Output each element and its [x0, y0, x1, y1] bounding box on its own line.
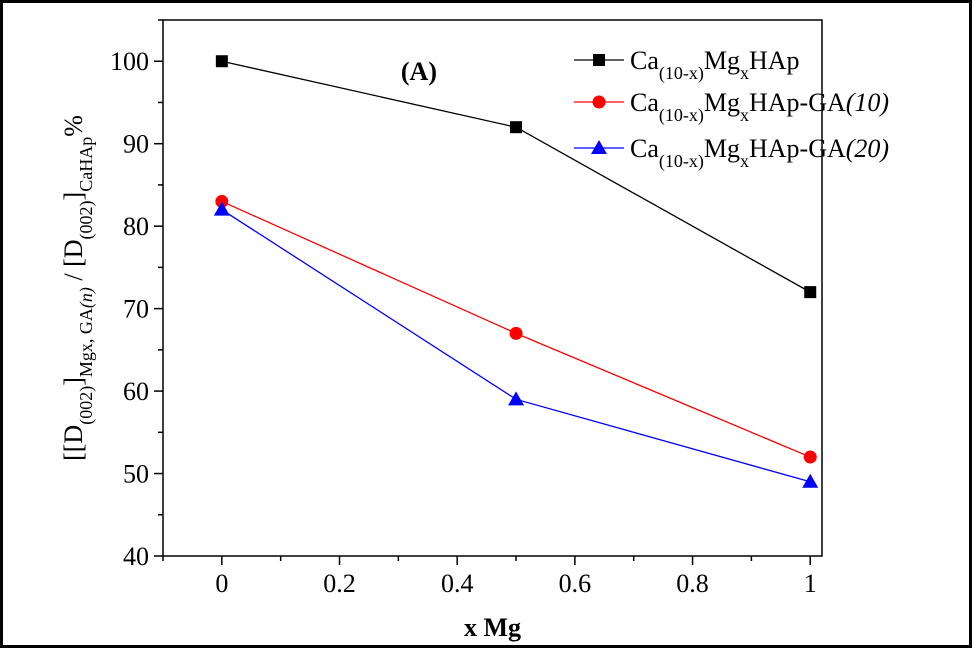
data-point — [215, 194, 229, 208]
legend-label: Ca(10-x)MgxHAp — [630, 46, 800, 84]
data-point — [215, 55, 228, 68]
x-tick-label: 1 — [804, 569, 817, 598]
series-group — [213, 55, 819, 488]
x-tick-label: 0.2 — [323, 569, 356, 598]
y-axis-label: [[D(002)]Mgx, GA(n) / [D(002)]CaHAp% — [59, 115, 97, 461]
legend-marker — [591, 140, 607, 154]
x-tick-label: 0.6 — [559, 569, 592, 598]
legend-marker — [593, 54, 605, 66]
legend-label: Ca(10-x)MgxHAp-GA(20) — [630, 134, 889, 172]
legend-marker — [592, 95, 606, 109]
x-tick-label: 0.4 — [441, 569, 474, 598]
legend-entry-0: Ca(10-x)MgxHAp — [574, 46, 800, 84]
series-line — [221, 209, 811, 483]
y-tick-label: 80 — [123, 212, 149, 241]
x-axis-label: x Mg — [464, 613, 521, 642]
series-0 — [215, 55, 817, 299]
series-1 — [215, 194, 817, 464]
y-tick-label: 40 — [123, 542, 149, 571]
legend-label: Ca(10-x)MgxHAp-GA(10) — [630, 88, 889, 126]
data-point — [803, 450, 817, 464]
y-tick-label: 60 — [123, 377, 149, 406]
x-tick-label: 0.8 — [676, 569, 709, 598]
y-tick-label: 70 — [123, 295, 149, 324]
axis-ticks: 0 0.2 0.4 0.6 0.8 1 40 50 60 70 80 90 100 — [110, 19, 817, 598]
y-tick-label: 50 — [123, 460, 149, 489]
series-2 — [213, 201, 819, 488]
x-tick-label: 0 — [215, 569, 228, 598]
y-tick-label: 90 — [123, 130, 149, 159]
legend-entry-2: Ca(10-x)MgxHAp-GA(20) — [574, 134, 889, 172]
data-point — [802, 473, 819, 488]
data-point — [509, 326, 523, 340]
y-tick-label: 100 — [110, 47, 149, 76]
panel-label: (A) — [401, 57, 437, 86]
data-point — [510, 121, 523, 134]
data-point — [804, 286, 817, 299]
legend-entry-1: Ca(10-x)MgxHAp-GA(10) — [574, 88, 889, 126]
data-point — [508, 391, 525, 406]
plot-area — [162, 19, 823, 557]
data-point — [213, 201, 230, 216]
legend: Ca(10-x)MgxHAp Ca(10-x)MgxHAp-GA(10) Ca(10… — [574, 46, 889, 172]
